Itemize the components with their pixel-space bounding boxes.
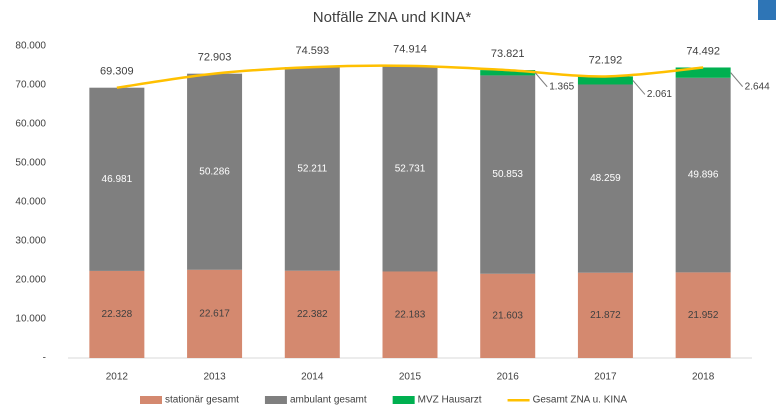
legend-marker bbox=[508, 399, 530, 402]
y-tick-label: 60.000 bbox=[15, 119, 46, 130]
legend-label: stationär gesamt bbox=[165, 395, 239, 406]
value-label: 1.365 bbox=[549, 81, 574, 92]
value-label: 72.903 bbox=[198, 52, 232, 64]
x-tick-label: 2013 bbox=[203, 372, 226, 383]
chart-title: Notfälle ZNA und KINA* bbox=[313, 9, 472, 26]
y-tick-label: 70.000 bbox=[15, 80, 46, 91]
value-label: 48.259 bbox=[590, 173, 621, 184]
y-tick-label: 10.000 bbox=[15, 314, 46, 325]
value-label: 46.981 bbox=[102, 174, 133, 185]
y-tick-label: - bbox=[43, 353, 46, 364]
value-label: 74.593 bbox=[295, 45, 329, 57]
y-tick-label: 40.000 bbox=[15, 197, 46, 208]
y-tick-label: 20.000 bbox=[15, 275, 46, 286]
x-tick-label: 2018 bbox=[692, 372, 715, 383]
legend-marker bbox=[140, 396, 162, 404]
value-label: 22.382 bbox=[297, 309, 328, 320]
y-tick-label: 80.000 bbox=[15, 41, 46, 52]
value-label: 72.192 bbox=[589, 54, 623, 66]
value-label: 21.952 bbox=[688, 310, 719, 321]
value-label: 2.061 bbox=[647, 89, 672, 100]
value-label: 50.286 bbox=[199, 166, 230, 177]
value-label: 69.309 bbox=[100, 66, 134, 78]
value-label: 52.211 bbox=[297, 164, 327, 175]
value-label: 21.603 bbox=[492, 311, 523, 322]
value-label: 22.617 bbox=[199, 309, 230, 320]
x-tick-label: 2017 bbox=[594, 372, 617, 383]
chart: Notfälle ZNA und KINA* - 10.000 20.000 30.0… bbox=[0, 0, 776, 407]
y-tick-label: 50.000 bbox=[15, 158, 46, 169]
legend-label: ambulant gesamt bbox=[290, 395, 367, 406]
value-label: 21.872 bbox=[590, 310, 621, 321]
legend-label: MVZ Hausarzt bbox=[418, 395, 482, 406]
leader-line bbox=[535, 73, 547, 87]
value-label: 22.328 bbox=[102, 309, 133, 320]
value-label: 74.914 bbox=[393, 44, 427, 56]
value-label: 73.821 bbox=[491, 48, 525, 60]
leader-line bbox=[633, 80, 645, 94]
leader-line bbox=[731, 73, 743, 87]
x-tick-label: 2014 bbox=[301, 372, 324, 383]
legend-label: Gesamt ZNA u. KINA bbox=[533, 395, 628, 406]
corner-image bbox=[758, 0, 776, 20]
x-tick-label: 2016 bbox=[497, 372, 520, 383]
legend-marker bbox=[393, 396, 415, 404]
value-label: 74.492 bbox=[686, 45, 720, 57]
value-label: 49.896 bbox=[688, 170, 719, 181]
value-label: 22.183 bbox=[395, 309, 426, 320]
legend-marker bbox=[265, 396, 287, 404]
x-tick-label: 2015 bbox=[399, 372, 422, 383]
value-label: 2.644 bbox=[745, 81, 770, 92]
y-tick-label: 30.000 bbox=[15, 236, 46, 247]
x-tick-label: 2012 bbox=[106, 372, 129, 383]
value-label: 52.731 bbox=[395, 163, 426, 174]
value-label: 50.853 bbox=[492, 169, 523, 180]
